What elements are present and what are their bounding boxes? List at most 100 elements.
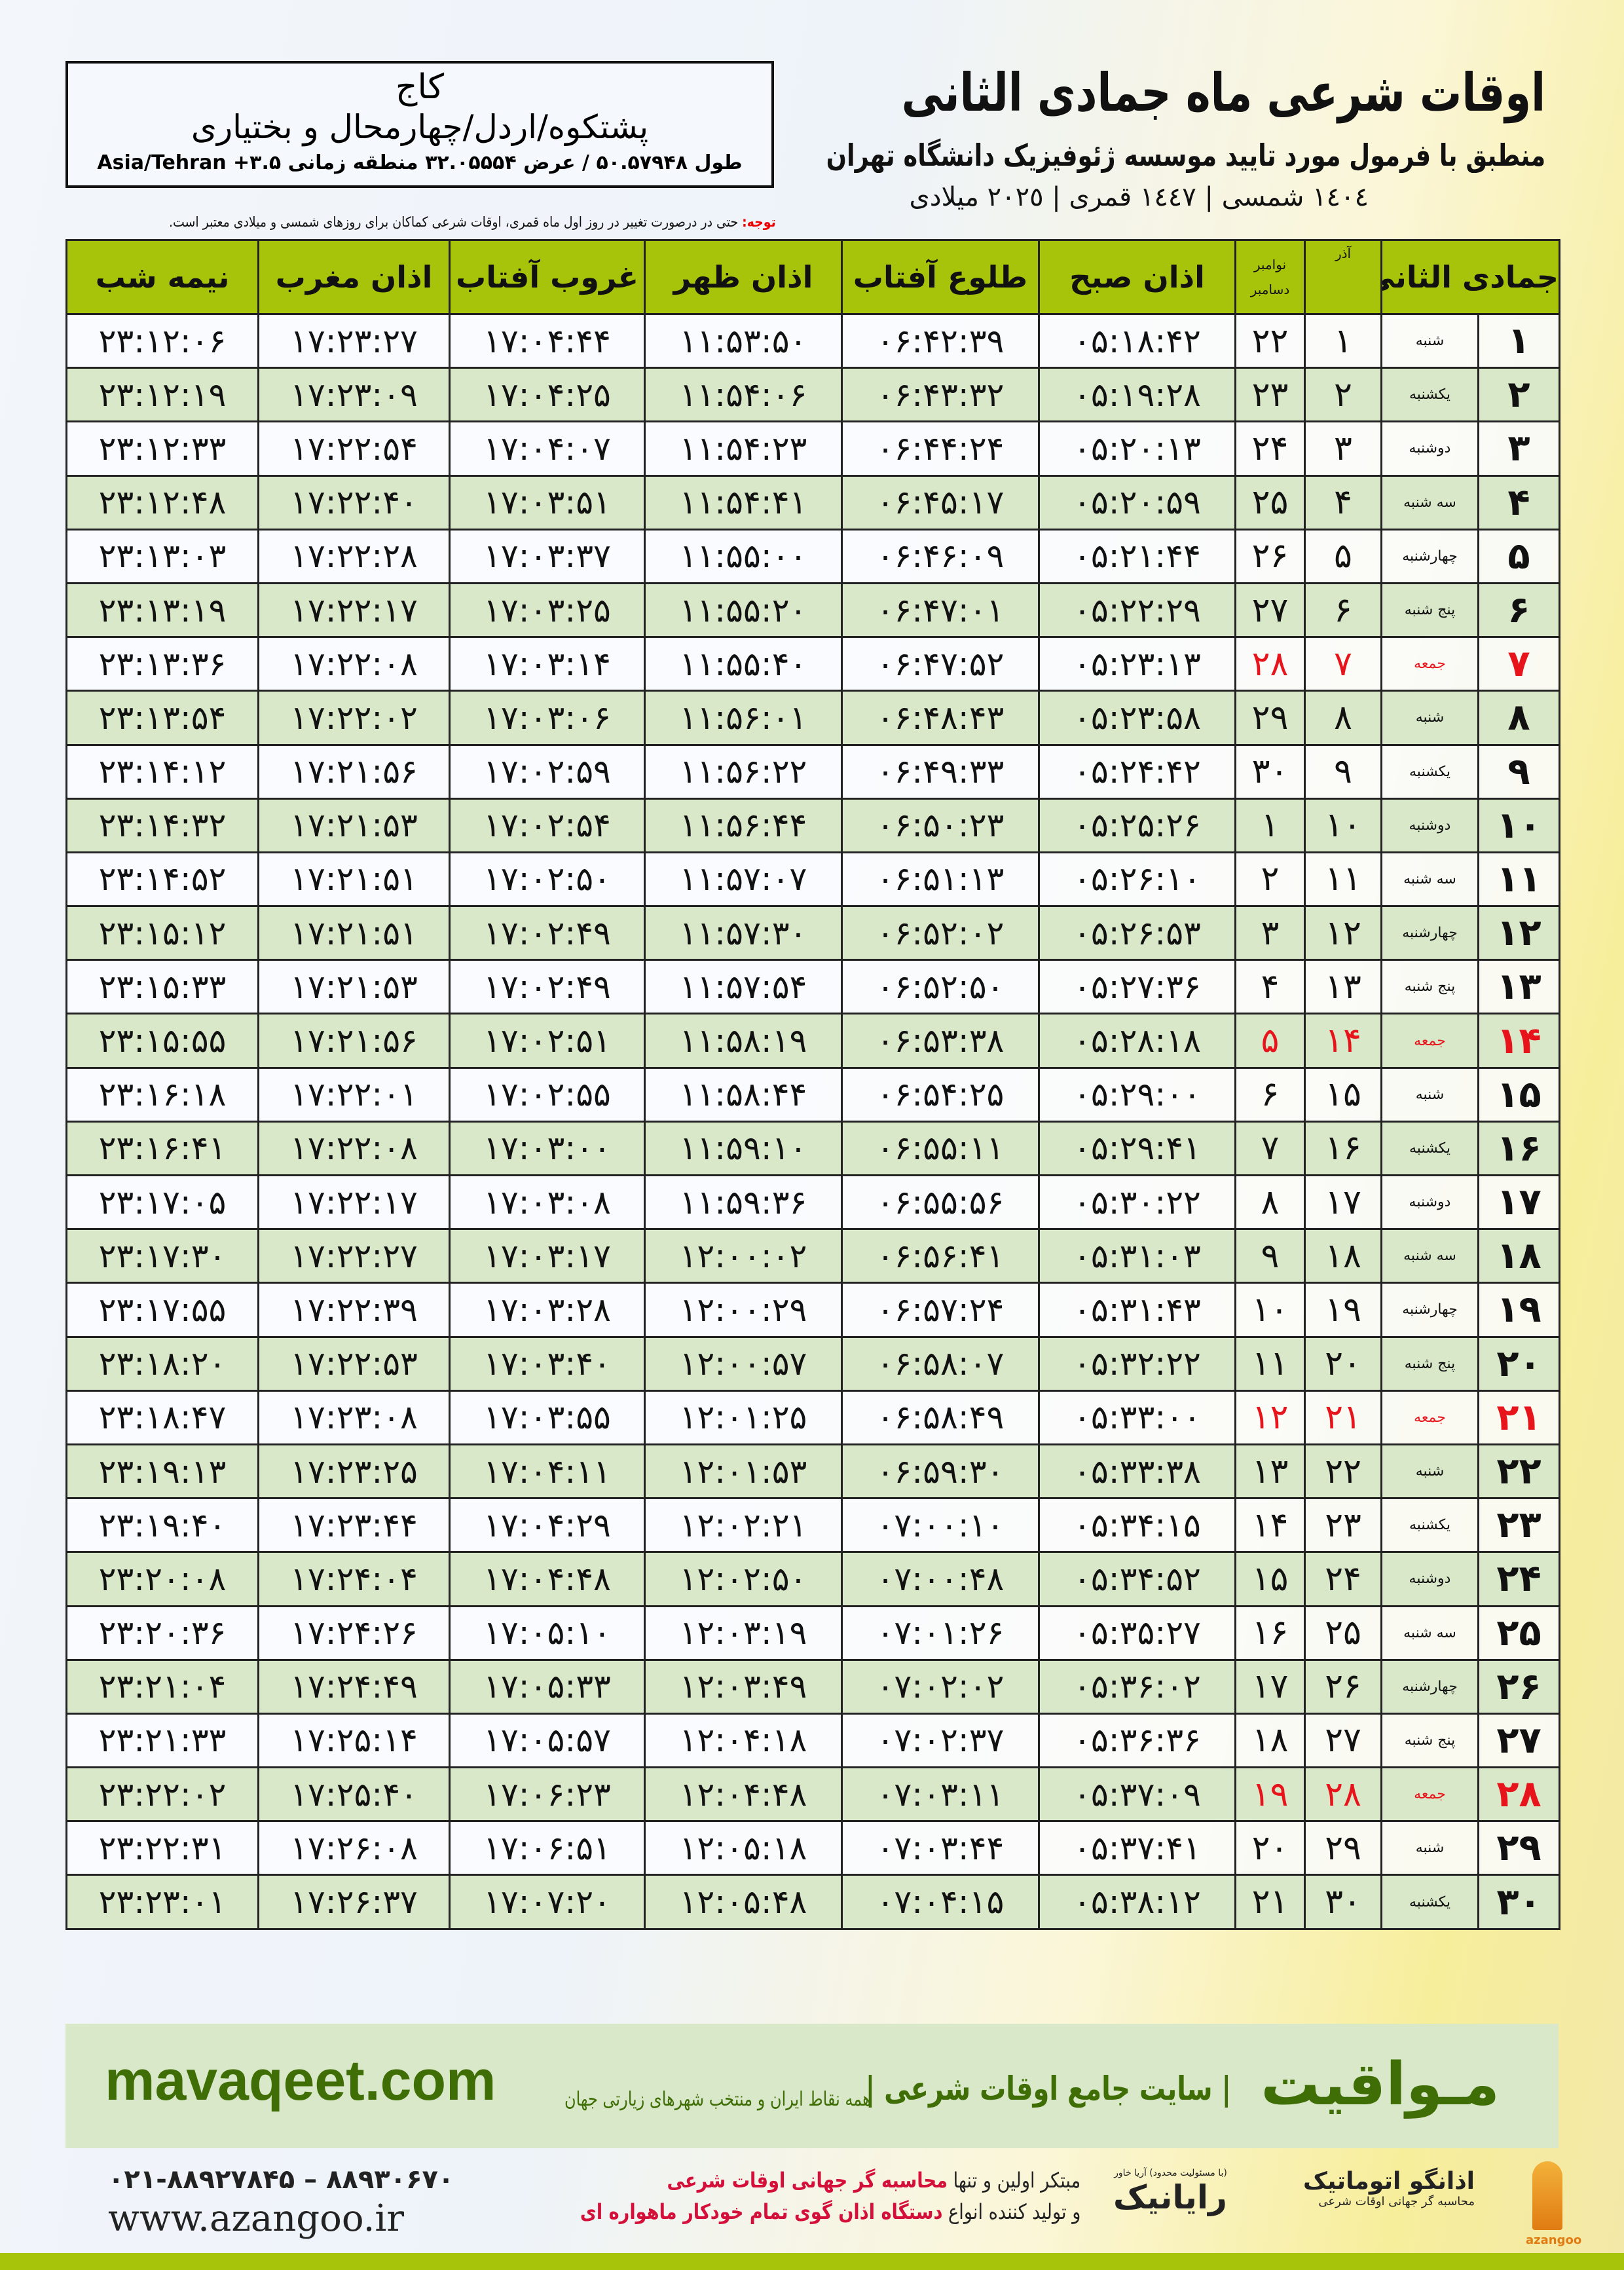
azar-day: ۱۴ (1304, 1013, 1382, 1069)
sunset-time: ۱۷:۰۲:۴۹ (449, 959, 646, 1015)
maghrib-time: ۱۷:۲۳:۰۹ (257, 367, 451, 423)
sunrise-time: ۰۶:۵۴:۲۵ (841, 1066, 1040, 1123)
table-row: ۸ شنبه ۸ ۲۹ ۰۵:۲۳:۵۸ ۰۶:۴۸:۴۳ ۱۱:۵۶:۰۱ ۱۷:۰۳:۰۶… (65, 690, 1561, 746)
day-number: ۲۰ (1477, 1335, 1561, 1392)
table-row: ۲۹ شنبه ۲۹ ۲۰ ۰۵:۳۷:۴۱ ۰۷:۰۳:۴۴ ۱۲:۰۵:۱۸ ۱۷:۰۶:… (65, 1820, 1561, 1876)
fajr-time: ۰۵:۳۱:۴۳ (1038, 1282, 1236, 1338)
sunset-time: ۱۷:۰۲:۵۴ (449, 797, 646, 853)
sunrise-time: ۰۶:۵۵:۱۱ (841, 1120, 1040, 1177)
weekday: دوشنبه (1380, 1551, 1480, 1607)
gregorian-day: ۲۵ (1234, 474, 1306, 530)
maghrib-time: ۱۷:۲۶:۳۷ (257, 1874, 451, 1930)
slogan-sub-wrap: همه نقاط ایران و منتخب شهرهای زیارتی جها… (488, 2088, 871, 2111)
website-link[interactable]: mavaqeet.com (105, 2049, 496, 2112)
sunset-time: ۱۷:۰۴:۲۵ (449, 367, 646, 423)
sunset-time: ۱۷:۰۳:۰۶ (449, 690, 646, 746)
azangoo-name: اذانگو اتوماتیک (1303, 2168, 1475, 2195)
dhuhr-time: ۱۱:۵۹:۳۶ (644, 1174, 843, 1231)
weekday: یکشنبه (1380, 1120, 1480, 1177)
fajr-time: ۰۵:۳۰:۲۲ (1038, 1174, 1236, 1231)
midnight-time: ۲۳:۱۹:۱۳ (65, 1443, 259, 1500)
province-name: پشتکوه/اردل/چهارمحال و بختیاری (191, 108, 649, 146)
dhuhr-time: ۱۲:۰۲:۵۰ (644, 1551, 843, 1607)
sunrise-time: ۰۶:۵۵:۵۶ (841, 1174, 1040, 1231)
maghrib-time: ۱۷:۲۱:۵۶ (257, 743, 451, 800)
gregorian-day: ۱۱ (1234, 1335, 1306, 1392)
maghrib-time: ۱۷:۲۳:۲۵ (257, 1443, 451, 1500)
prayer-times-table: جمادی الثانی آذر نوامبر دسامبر اذان صبح ط… (65, 239, 1561, 1930)
gregorian-day: ۲۷ (1234, 582, 1306, 639)
col-nov: نوامبر (1253, 257, 1287, 272)
midnight-time: ۲۳:۲۲:۳۱ (65, 1820, 259, 1876)
weekday: چهارشنبه (1380, 1282, 1480, 1338)
azar-day: ۱۸ (1304, 1228, 1382, 1284)
table-row: ۱۳ پنج شنبه ۱۳ ۴ ۰۵:۲۷:۳۶ ۰۶:۵۲:۵۰ ۱۱:۵۷:۵۴ ۱۷:… (65, 959, 1561, 1015)
midnight-time: ۲۳:۱۵:۳۳ (65, 959, 259, 1015)
dhuhr-time: ۱۱:۵۶:۲۲ (644, 743, 843, 800)
dhuhr-time: ۱۲:۰۵:۱۸ (644, 1820, 843, 1876)
day-number: ۲۲ (1477, 1443, 1561, 1500)
fajr-time: ۰۵:۳۱:۰۳ (1038, 1228, 1236, 1284)
azar-day: ۱۱ (1304, 851, 1382, 908)
table-row: ۱۴ جمعه ۱۴ ۵ ۰۵:۲۸:۱۸ ۰۶:۵۳:۳۸ ۱۱:۵۸:۱۹ ۱۷:۰۲:۵… (65, 1013, 1561, 1069)
sunrise-time: ۰۷:۰۲:۰۲ (841, 1658, 1040, 1715)
day-number: ۲۴ (1477, 1551, 1561, 1607)
fajr-time: ۰۵:۲۷:۳۶ (1038, 959, 1236, 1015)
weekday: جمعه (1380, 636, 1480, 692)
azar-day: ۱۹ (1304, 1282, 1382, 1338)
col-sunset: غروب آفتاب (449, 239, 646, 315)
sunrise-time: ۰۷:۰۰:۴۸ (841, 1551, 1040, 1607)
note-line: توجه: حتی در درصورت تغییر در روز اول ماه… (169, 214, 776, 231)
sunrise-time: ۰۶:۴۴:۲۴ (841, 420, 1040, 477)
gregorian-day: ۹ (1234, 1228, 1306, 1284)
year-line: ١٤٠٤ شمسی | ١٤٤٧ قمری | ٢٠٢٥ میلادی (909, 182, 1369, 212)
dhuhr-time: ۱۱:۵۳:۵۰ (644, 312, 843, 369)
sunset-time: ۱۷:۰۳:۰۸ (449, 1174, 646, 1231)
fajr-time: ۰۵:۲۰:۱۳ (1038, 420, 1236, 477)
weekday: جمعه (1380, 1389, 1480, 1445)
fajr-time: ۰۵:۳۵:۲۷ (1038, 1605, 1236, 1661)
maghrib-time: ۱۷:۲۲:۲۸ (257, 528, 451, 584)
gregorian-day: ۱۵ (1234, 1551, 1306, 1607)
table-row: ۶ پنج شنبه ۶ ۲۷ ۰۵:۲۲:۲۹ ۰۶:۴۷:۰۱ ۱۱:۵۵:۲۰ ۱۷:۰… (65, 582, 1561, 639)
table-row: ۱۶ یکشنبه ۱۶ ۷ ۰۵:۲۹:۴۱ ۰۶:۵۵:۱۱ ۱۱:۵۹:۱۰ ۱۷:۰۳… (65, 1120, 1561, 1177)
azangoo-link[interactable]: www.azangoo.ir (108, 2197, 405, 2240)
sunrise-time: ۰۶:۵۰:۲۳ (841, 797, 1040, 853)
fajr-time: ۰۵:۲۶:۱۰ (1038, 851, 1236, 908)
day-number: ۱۶ (1477, 1120, 1561, 1177)
maghrib-time: ۱۷:۲۲:۰۸ (257, 636, 451, 692)
day-number: ۱۳ (1477, 959, 1561, 1015)
azar-day: ۴ (1304, 474, 1382, 530)
gregorian-day: ۱۲ (1234, 1389, 1306, 1445)
dhuhr-time: ۱۱:۵۸:۱۹ (644, 1013, 843, 1069)
sunset-time: ۱۷:۰۳:۰۰ (449, 1120, 646, 1177)
weekday: یکشنبه (1380, 367, 1480, 423)
sunset-time: ۱۷:۰۳:۲۸ (449, 1282, 646, 1338)
table-row: ۲۵ سه شنبه ۲۵ ۱۶ ۰۵:۳۵:۲۷ ۰۷:۰۱:۲۶ ۱۲:۰۳:۱۹ ۱۷:… (65, 1605, 1561, 1661)
maghrib-time: ۱۷:۲۱:۵۱ (257, 905, 451, 961)
location-box: کاج پشتکوه/اردل/چهارمحال و بختیاری طول ۵… (65, 61, 774, 188)
weekday: پنج شنبه (1380, 1712, 1480, 1769)
weekday: شنبه (1380, 1443, 1480, 1500)
azar-day: ۳ (1304, 420, 1382, 477)
maghrib-time: ۱۷:۲۴:۰۴ (257, 1551, 451, 1607)
azar-day: ۲۹ (1304, 1820, 1382, 1876)
table-row: ۳۰ یکشنبه ۳۰ ۲۱ ۰۵:۳۸:۱۲ ۰۷:۰۴:۱۵ ۱۲:۰۵:۴۸ ۱۷:۰… (65, 1874, 1561, 1930)
sunset-time: ۱۷:۰۴:۴۴ (449, 312, 646, 369)
col-sunrise: طلوع آفتاب (841, 239, 1040, 315)
sunrise-time: ۰۷:۰۴:۱۵ (841, 1874, 1040, 1930)
table-row: ۵ چهارشنبه ۵ ۲۶ ۰۵:۲۱:۴۴ ۰۶:۴۶:۰۹ ۱۱:۵۵:۰۰ ۱۷:۰… (65, 528, 1561, 584)
midnight-time: ۲۳:۱۴:۱۲ (65, 743, 259, 800)
col-midnight: نیمه شب (65, 239, 259, 315)
midnight-time: ۲۳:۱۲:۱۹ (65, 367, 259, 423)
gregorian-day: ۱۴ (1234, 1497, 1306, 1554)
weekday: شنبه (1380, 312, 1480, 369)
weekday: شنبه (1380, 1820, 1480, 1876)
azar-day: ۲۶ (1304, 1658, 1382, 1715)
col-nov-dec: نوامبر دسامبر (1234, 239, 1306, 315)
midnight-time: ۲۳:۱۶:۱۸ (65, 1066, 259, 1123)
sunset-time: ۱۷:۰۵:۱۰ (449, 1605, 646, 1661)
table-row: ۹ یکشنبه ۹ ۳۰ ۰۵:۲۴:۴۲ ۰۶:۴۹:۳۳ ۱۱:۵۶:۲۲ ۱۷:۰۲:… (65, 743, 1561, 800)
sunrise-time: ۰۶:۴۹:۳۳ (841, 743, 1040, 800)
dhuhr-time: ۱۱:۵۹:۱۰ (644, 1120, 843, 1177)
